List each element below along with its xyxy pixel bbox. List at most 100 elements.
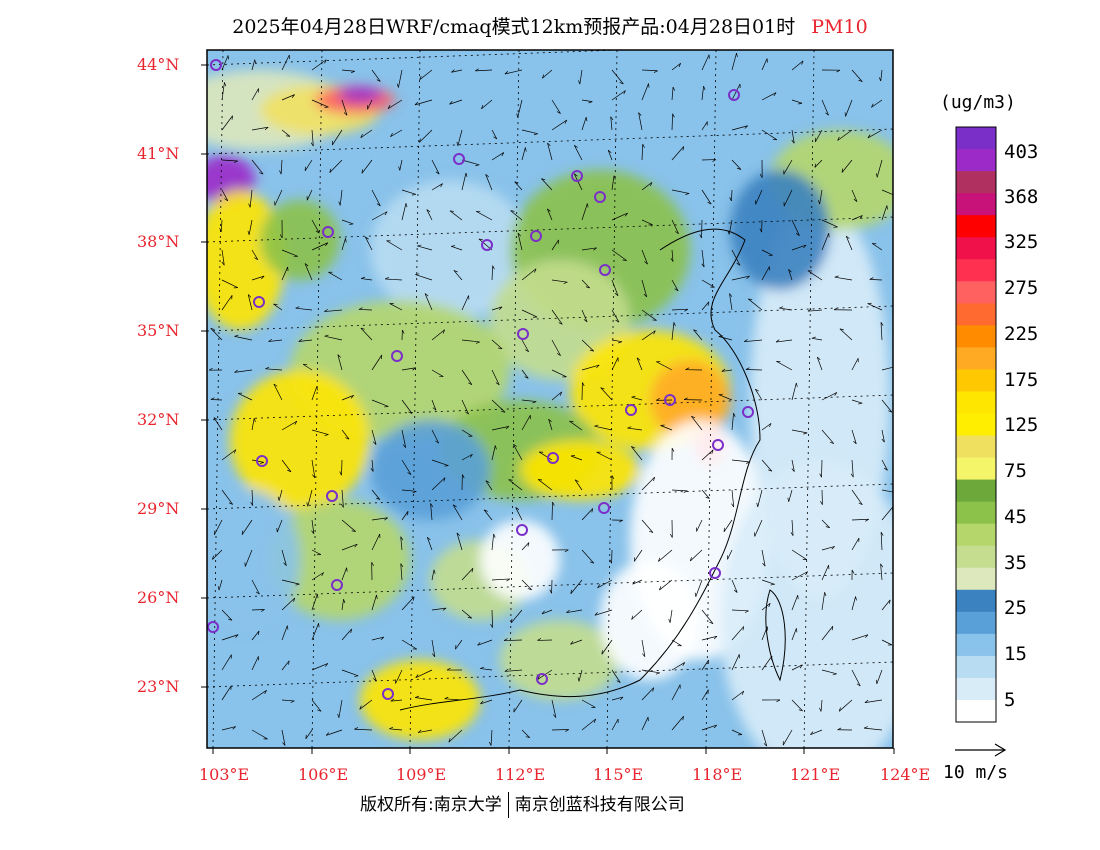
city-marker <box>599 264 611 276</box>
colorbar-segment <box>956 347 996 370</box>
city-marker <box>256 455 268 467</box>
colorbar-segment <box>956 655 996 679</box>
latitude-label: 44°N <box>137 55 180 74</box>
colorbar-label: 5 <box>1004 689 1016 711</box>
city-marker <box>516 524 528 536</box>
colorbar-label: 25 <box>1004 597 1027 619</box>
city-markers <box>207 59 754 700</box>
city-marker <box>709 567 721 579</box>
colorbar-label: 368 <box>1004 186 1039 208</box>
colorbar <box>955 126 997 723</box>
graticule <box>207 50 893 748</box>
pm10-field <box>207 70 893 748</box>
colorbar-segment <box>956 523 996 547</box>
colorbar-label: 275 <box>1004 277 1039 299</box>
latitude-label: 32°N <box>137 410 180 429</box>
longitude-label: 112°E <box>495 765 546 784</box>
colorbar-segment <box>956 699 996 723</box>
pm10-contour <box>370 180 530 320</box>
copyright-left: 版权所有:南京大学 <box>360 795 502 815</box>
latitude-label: 38°N <box>137 232 180 251</box>
latitude-label: 41°N <box>137 144 180 163</box>
city-marker <box>382 688 394 700</box>
city-marker <box>253 296 265 308</box>
city-marker <box>207 621 219 633</box>
colorbar-segment <box>956 193 996 216</box>
latitude-label: 29°N <box>137 499 180 518</box>
city-marker <box>571 170 583 182</box>
city-marker <box>594 191 606 203</box>
title-main: 2025年04月28日WRF/cmaq模式12km预报产品:04月28日01时 <box>232 16 796 38</box>
colorbar-segment <box>956 259 996 282</box>
pm10-contour <box>750 200 890 600</box>
colorbar-segment <box>956 303 996 326</box>
pm10-contour <box>207 490 300 630</box>
longitude-label: 124°E <box>880 765 931 784</box>
copyright: 版权所有:南京大学 南京创蓝科技有限公司 <box>360 790 685 818</box>
pm10-contour <box>480 520 560 600</box>
pm10-contour <box>730 170 830 290</box>
city-marker <box>517 328 529 340</box>
longitude-label: 118°E <box>692 765 743 784</box>
colorbar-segment <box>956 391 996 414</box>
colorbar-segment <box>956 149 996 172</box>
colorbar-segment <box>956 457 996 481</box>
city-marker <box>481 239 493 251</box>
colorbar-segment <box>956 413 996 437</box>
map-frame <box>206 49 894 749</box>
colorbar-segment <box>956 633 996 657</box>
colorbar-segment <box>956 545 996 569</box>
city-marker <box>322 226 334 238</box>
copyright-right: 南京创蓝科技有限公司 <box>514 795 685 815</box>
latitude-label: 35°N <box>137 321 180 340</box>
city-marker <box>547 452 559 464</box>
city-marker <box>664 394 676 406</box>
axis-ticks <box>201 64 895 754</box>
colorbar-segment <box>956 435 996 459</box>
longitude-label: 115°E <box>593 765 644 784</box>
pm10-contour <box>338 87 382 103</box>
colorbar-segment <box>956 369 996 392</box>
pm10-contour <box>260 200 340 280</box>
colorbar-segment <box>956 127 996 150</box>
colorbar-label: 125 <box>1004 414 1039 436</box>
latitude-label: 26°N <box>137 588 180 607</box>
latitude-label: 23°N <box>137 677 180 696</box>
pm10-contour <box>230 370 370 510</box>
colorbar-segment <box>956 501 996 525</box>
city-marker <box>391 350 403 362</box>
pm10-contour <box>500 620 620 700</box>
map-title: 2025年04月28日WRF/cmaq模式12km预报产品:04月28日01时 … <box>0 12 1100 39</box>
colorbar-segment <box>956 677 996 701</box>
colorbar-segment <box>956 611 996 635</box>
pm10-contour <box>360 660 480 740</box>
pm10-contour <box>370 420 490 520</box>
colorbar-segment <box>956 281 996 304</box>
vector-legend-arrow <box>955 743 1007 757</box>
colorbar-segment <box>956 589 996 613</box>
colorbar-segment <box>956 171 996 194</box>
title-variable: PM10 <box>811 16 868 38</box>
pm10-contour <box>270 500 410 620</box>
city-marker <box>598 502 610 514</box>
colorbar-segment <box>956 479 996 503</box>
colorbar-label: 35 <box>1004 552 1027 574</box>
longitude-label: 106°E <box>298 765 349 784</box>
city-marker <box>453 153 465 165</box>
city-marker <box>326 490 338 502</box>
coastline <box>399 228 786 711</box>
colorbar-label: 45 <box>1004 506 1027 528</box>
longitude-label: 103°E <box>199 765 250 784</box>
pm10-contour <box>520 440 640 500</box>
city-marker <box>530 230 542 242</box>
city-marker <box>210 59 222 71</box>
city-marker <box>742 406 754 418</box>
city-marker <box>728 89 740 101</box>
colorbar-label: 75 <box>1004 460 1027 482</box>
colorbar-label: 15 <box>1004 643 1027 665</box>
longitude-label: 121°E <box>790 765 841 784</box>
colorbar-label: 403 <box>1004 141 1039 163</box>
vector-legend-label: 10 m/s <box>943 762 1009 783</box>
city-marker <box>625 404 637 416</box>
